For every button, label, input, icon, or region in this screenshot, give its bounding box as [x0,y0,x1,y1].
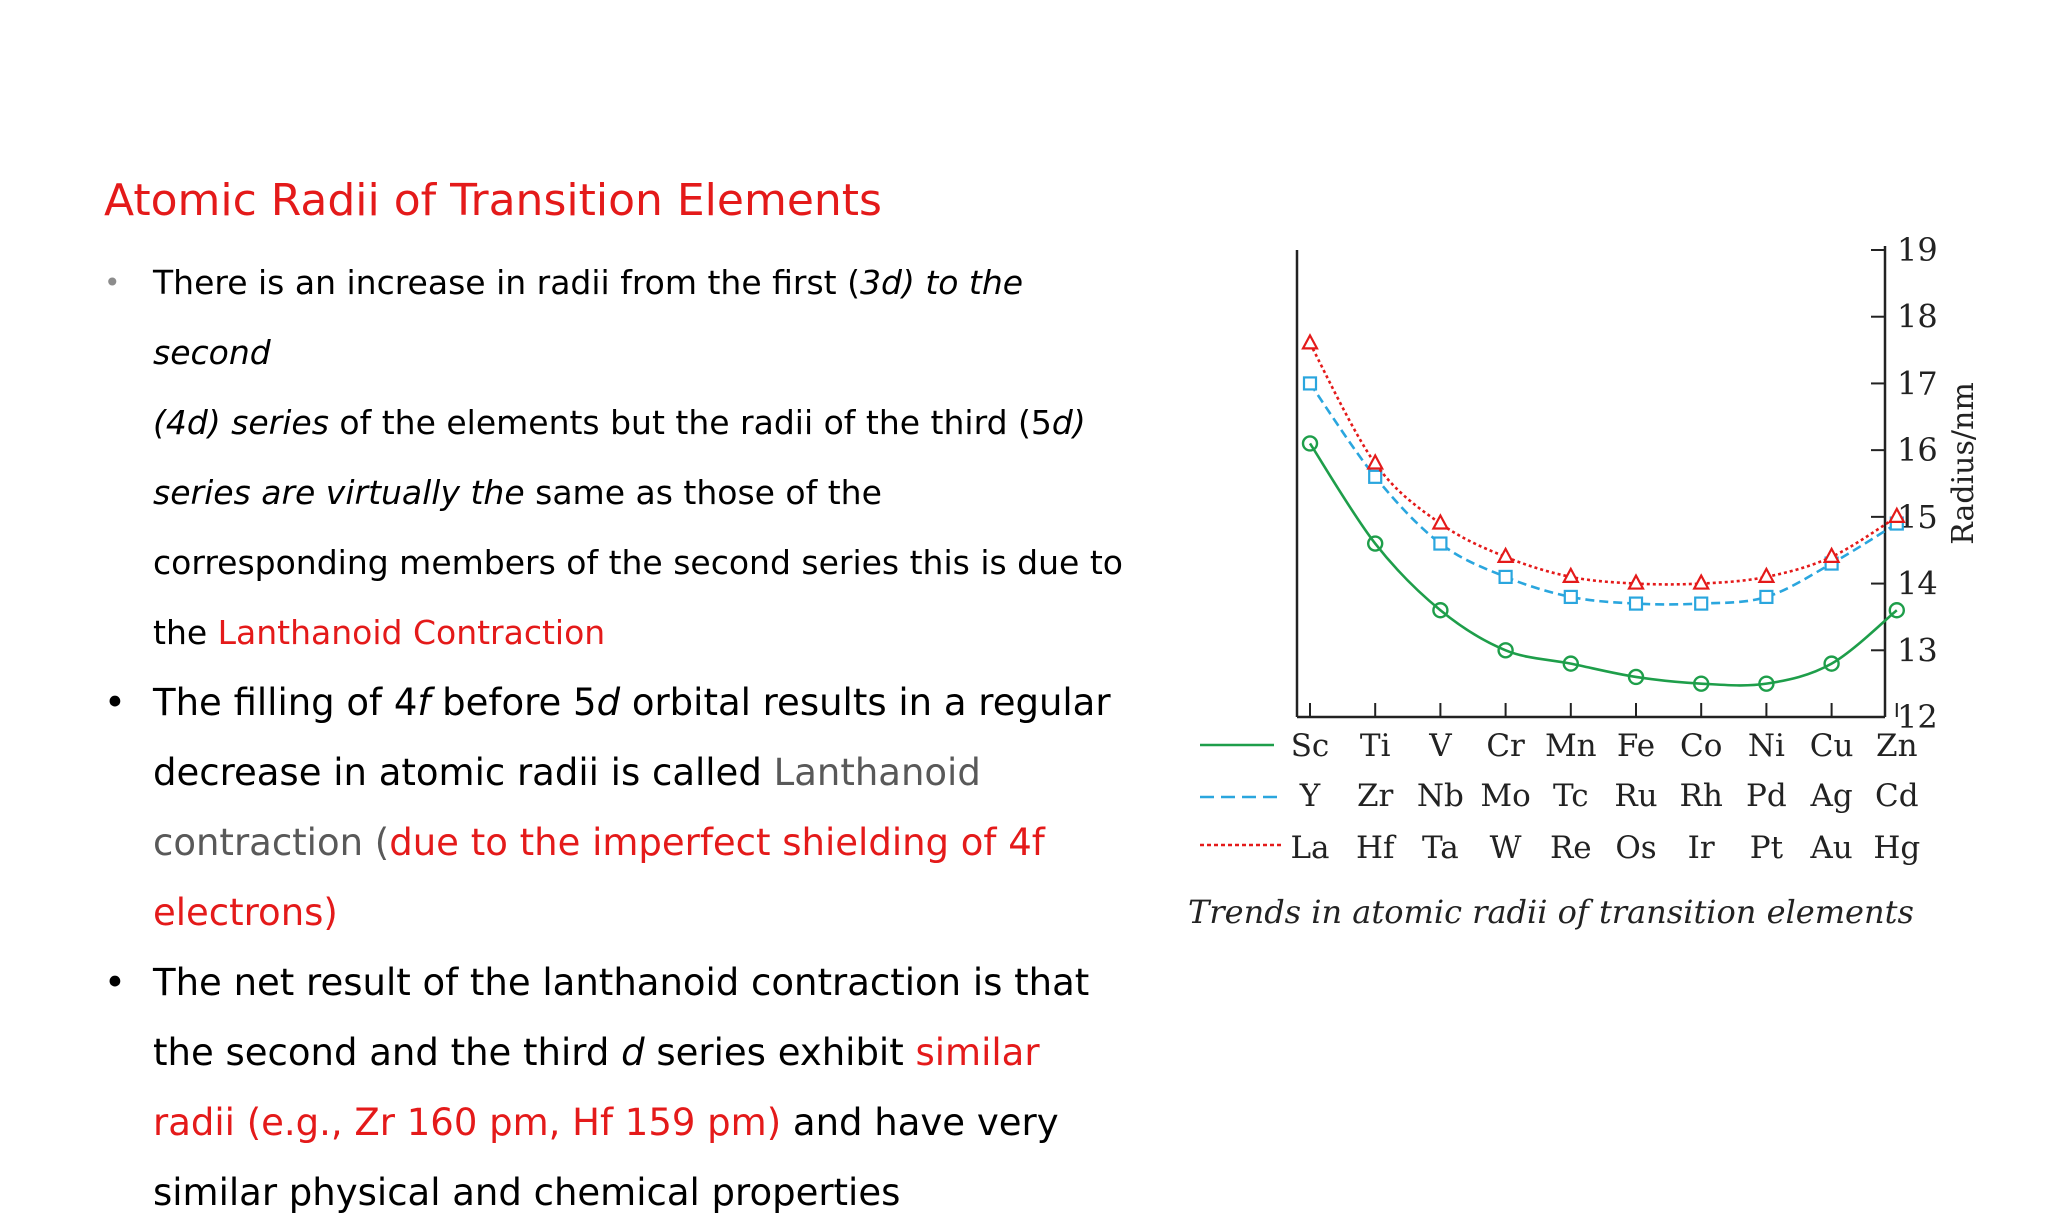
data-point-circle [1562,655,1580,672]
y-axis-label: Radius/nm [1946,382,1981,545]
x-element-label: Fe [1617,728,1655,764]
chart-caption: Trends in atomic radii of transition ele… [1188,893,1914,931]
bullet3-text: The net result of the lanthanoid contrac… [153,961,1090,1074]
bullet1-4d-series: (4d) series [153,403,329,442]
data-point-circle [1627,668,1645,686]
data-point-triangle [1757,566,1776,584]
bullet-item-filling-4f: • The filling of 4f before 5d orbital re… [104,668,1124,948]
data-point-square [1498,569,1513,585]
data-point-square [1302,376,1318,391]
bullet1-text-2: of the elements but the radii of the thi… [328,403,1052,442]
x-element-label: Ag [1809,778,1852,814]
bullet1-text: There is an increase in radii from the f… [153,263,860,302]
bullet1-series-virtually: series are virtually the [153,473,525,512]
y-tick-label: 14 [1897,565,1938,603]
x-element-label: Ru [1614,778,1657,814]
bullet3-text-2: series exhibit [644,1031,916,1074]
x-element-label: Ni [1748,728,1785,764]
x-element-label: La [1290,830,1329,866]
bullet-marker: • [104,681,126,724]
x-element-label: Mn [1545,728,1597,764]
bullet2-before: before 5 [430,681,597,724]
data-point-triangle [1366,453,1385,470]
x-element-label: Pt [1750,830,1784,866]
bullet2-text: The filling of 4 [153,681,418,724]
x-element-label: Sc [1291,728,1330,764]
x-element-label: Au [1809,830,1852,866]
data-point-square [1628,596,1644,611]
bullet1-to-second: ) to the second [153,263,1024,372]
x-element-label: Zn [1876,728,1918,764]
data-point-square [1368,469,1383,484]
bullet1-lanthanoid-contraction: Lanthanoid Contraction [217,613,606,652]
data-point-triangle [1431,513,1450,530]
data-point-triangle [1496,546,1515,563]
series-line-3 [1308,342,1898,586]
x-element-label: Rh [1680,778,1723,814]
bullet1-text-3: same as those of the corresponding membe… [153,473,1123,652]
x-element-label: Ir [1688,830,1715,866]
data-point-circle [1692,675,1710,692]
data-point-triangle [1887,506,1906,523]
data-point-square [1563,589,1578,605]
y-tick-label: 13 [1897,631,1938,669]
y-tick-label: 17 [1897,364,1938,402]
bullet2-d: d [596,681,621,724]
x-element-label: W [1490,830,1522,866]
bullet-item-radii-increase: • There is an increase in radii from the… [104,248,1124,668]
data-point-triangle [1692,573,1711,590]
bullet-marker: • [104,266,121,299]
bullet2-text-2: orbital results in a regular decrease in… [153,681,1111,794]
x-element-label: Cd [1875,778,1919,814]
data-point-circle [1888,602,1906,619]
x-element-label: Zr [1357,778,1394,814]
x-element-label: Cu [1810,728,1854,764]
data-point-circle [1366,535,1384,552]
x-element-label: V [1428,728,1452,764]
data-point-triangle [1627,573,1645,590]
bullet-marker: • [104,961,126,1004]
bullet2-paren: ( [363,821,390,864]
x-element-label: Hg [1873,830,1920,866]
x-element-label: Tc [1553,778,1589,814]
data-point-triangle [1822,546,1841,563]
y-tick-label: 18 [1897,298,1938,336]
slide-title: Atomic Radii of Transition Elements [104,175,882,226]
data-point-circle [1823,655,1840,672]
data-point-square [1433,536,1448,551]
y-tick-label: 19 [1897,231,1938,269]
bullet1-3d: 3d [860,263,902,302]
x-element-label: Os [1615,830,1656,866]
data-point-circle [1758,675,1775,692]
x-element-label: Mo [1480,778,1530,814]
data-point-square [1759,589,1774,605]
x-element-label: Nb [1417,778,1464,814]
bullet2-f: f [417,681,431,724]
series-line-2 [1308,382,1898,606]
bullet2-shielding-reason: due to the imperfect shielding of 4f ele… [153,821,1045,934]
x-element-label: Hf [1356,830,1397,866]
bullet3-d: d [621,1031,645,1074]
x-element-label: Pd [1746,778,1787,814]
bullet3-similar-radii: similar radii (e.g., Zr 160 pm, Hf 159 p… [153,1031,1040,1144]
series-line-1 [1308,442,1898,687]
x-element-label: Ti [1360,728,1391,764]
data-point-square [1694,596,1709,611]
bullet2-lanthanoid-contraction: Lanthanoid contraction [153,751,981,864]
data-point-triangle [1301,333,1319,350]
data-point-circle [1497,642,1514,659]
data-point-triangle [1561,566,1580,584]
x-element-label: Cr [1486,728,1525,764]
y-tick-label: 12 [1897,698,1938,736]
x-element-label: Ta [1422,830,1459,866]
x-element-label: Y [1299,778,1321,814]
x-element-label: Re [1550,830,1592,866]
data-point-circle [1432,602,1449,619]
bullet1-5d: d) [1051,403,1086,442]
x-element-label: Co [1680,728,1722,764]
data-point-circle [1301,435,1319,452]
y-tick-label: 16 [1897,431,1938,469]
